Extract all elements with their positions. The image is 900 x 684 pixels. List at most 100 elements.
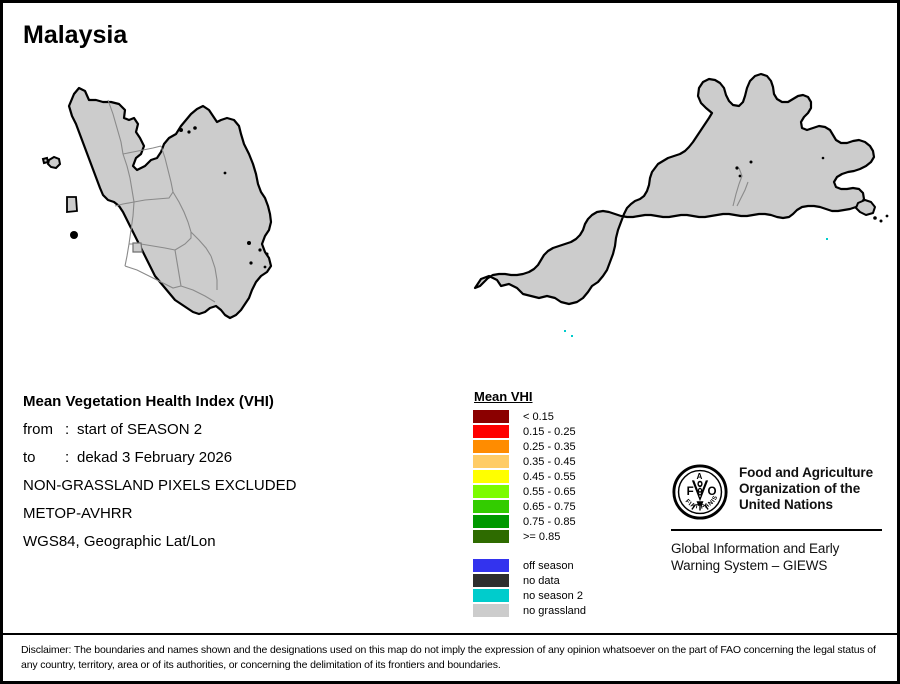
peninsular-landmass: [67, 86, 273, 320]
legend-item[interactable]: < 0.15: [473, 409, 586, 424]
legend-swatch: [473, 604, 509, 617]
legend-item[interactable]: 0.25 - 0.35: [473, 439, 586, 454]
legend-swatch: [473, 515, 509, 528]
metadata-row-sensor: METOP-AVHRR: [23, 505, 133, 522]
east-islet-8: [249, 261, 253, 265]
borneo-islet-1: [735, 166, 739, 170]
legend-item-off-season[interactable]: off season: [473, 558, 586, 573]
east-islet-9: [263, 265, 267, 269]
legend-swatch: [473, 470, 509, 483]
east-islet-4: [223, 171, 227, 175]
map-canvas[interactable]: [3, 58, 897, 358]
east-islet-1: [179, 128, 183, 132]
east-islet-5: [247, 241, 251, 245]
legend-swatch: [473, 410, 509, 423]
legend-label: no data: [523, 574, 560, 587]
legend-item[interactable]: 0.15 - 0.25: [473, 424, 586, 439]
sarawak-sabah-boundary: [736, 181, 749, 207]
metadata-row-pixels: NON-GRASSLAND PIXELS EXCLUDED: [23, 477, 297, 494]
legend-swatch: [473, 485, 509, 498]
legend-item[interactable]: 0.35 - 0.45: [473, 454, 586, 469]
langkawi-islet-2: [41, 156, 50, 165]
borneo-islet-6: [879, 219, 883, 223]
map-legend: Mean VHI < 0.15 0.15 - 0.25 0.25 - 0.35 …: [473, 389, 586, 618]
fao-org-line3: United Nations: [739, 497, 833, 512]
no-season-pixel-5: [826, 238, 828, 240]
from-value: start of SEASON 2: [77, 421, 203, 438]
svg-text:A: A: [697, 472, 703, 481]
legend-label: 0.65 - 0.75: [523, 500, 576, 513]
borneo-islet-2: [738, 174, 742, 178]
metadata-block: Mean Vegetation Health Index (VHI) from:…: [23, 393, 453, 561]
no-season-pixel-2: [571, 335, 573, 337]
legend-swatch: [473, 559, 509, 572]
penang-island: [66, 196, 78, 213]
fao-logo-icon: F O A FIAT PANIS: [671, 463, 729, 521]
legend-item[interactable]: 0.45 - 0.55: [473, 469, 586, 484]
metadata-row-from: from: start of SEASON 2: [23, 421, 453, 438]
metadata-row-projection: WGS84, Geographic Lat/Lon: [23, 533, 216, 550]
legend-item-no-season-2[interactable]: no season 2: [473, 588, 586, 603]
legend-swatch: [473, 574, 509, 587]
legend-label: 0.15 - 0.25: [523, 425, 576, 438]
legend-label: < 0.15: [523, 410, 554, 423]
to-separator: :: [65, 449, 70, 466]
legend-swatch: [473, 455, 509, 468]
borneo-islet-3: [749, 160, 753, 164]
legend-label: >= 0.85: [523, 530, 561, 543]
borneo-islet-5: [873, 216, 877, 220]
legend-item[interactable]: 0.65 - 0.75: [473, 499, 586, 514]
legend-swatch: [473, 425, 509, 438]
svg-text:F: F: [687, 485, 694, 498]
legend-item[interactable]: 0.55 - 0.65: [473, 484, 586, 499]
legend-swatch: [473, 440, 509, 453]
giews-name: Global Information and Early Warning Sys…: [671, 540, 891, 574]
legend-item-no-grassland[interactable]: no grassland: [473, 603, 586, 618]
metadata-row-to: to: dekad 3 February 2026: [23, 449, 453, 466]
legend-item[interactable]: 0.75 - 0.85: [473, 514, 586, 529]
fao-org-name: Food and Agriculture Organization of the…: [739, 463, 873, 513]
east-islet-2: [187, 130, 191, 134]
legend-item[interactable]: >= 0.85: [473, 529, 586, 544]
disclaimer-divider: [3, 633, 897, 635]
legend-spacer: [473, 544, 586, 558]
legend-title: Mean VHI: [474, 389, 533, 404]
from-label: from: [23, 421, 53, 438]
to-value: dekad 3 February 2026: [77, 449, 233, 466]
south-tip-dot: [70, 231, 78, 239]
fao-divider: [671, 529, 882, 531]
to-label: to: [23, 449, 36, 466]
metadata-title: Mean Vegetation Health Index (VHI): [23, 393, 274, 410]
fao-header: F O A FIAT PANIS Food and Agriculture Or…: [671, 463, 891, 521]
fao-org-line1: Food and Agriculture: [739, 465, 873, 480]
giews-line1: Global Information and Early: [671, 541, 840, 556]
disclaimer-text: Disclaimer: The boundaries and names sho…: [21, 644, 876, 671]
legend-swatch: [473, 530, 509, 543]
legend-label: 0.75 - 0.85: [523, 515, 576, 528]
east-islet-6: [258, 248, 262, 252]
page-title: Malaysia: [23, 21, 128, 49]
borneo-islet-4: [821, 156, 825, 160]
legend-label: 0.55 - 0.65: [523, 485, 576, 498]
svg-text:O: O: [708, 485, 717, 498]
borneo-islet-7: [885, 214, 889, 218]
legend-label: 0.25 - 0.35: [523, 440, 576, 453]
legend-label: off season: [523, 559, 574, 572]
langkawi-islet-1: [46, 155, 62, 170]
brunei-boundary: [732, 167, 743, 207]
no-season-pixel-1: [564, 330, 566, 332]
map-region-peninsular-malaysia: [41, 86, 273, 320]
map-region-east-malaysia-borneo: [473, 72, 889, 337]
fao-branding: F O A FIAT PANIS Food and Agriculture Or…: [671, 463, 891, 574]
legend-label: no season 2: [523, 589, 583, 602]
legend-label: no grassland: [523, 604, 586, 617]
east-islet-3: [193, 126, 197, 130]
legend-label: 0.45 - 0.55: [523, 470, 576, 483]
legend-label: 0.35 - 0.45: [523, 455, 576, 468]
legend-swatch: [473, 589, 509, 602]
legend-item-no-data[interactable]: no data: [473, 573, 586, 588]
fao-org-line2: Organization of the: [739, 481, 861, 496]
east-islet-7: [265, 252, 269, 256]
giews-line2: Warning System – GIEWS: [671, 558, 828, 573]
